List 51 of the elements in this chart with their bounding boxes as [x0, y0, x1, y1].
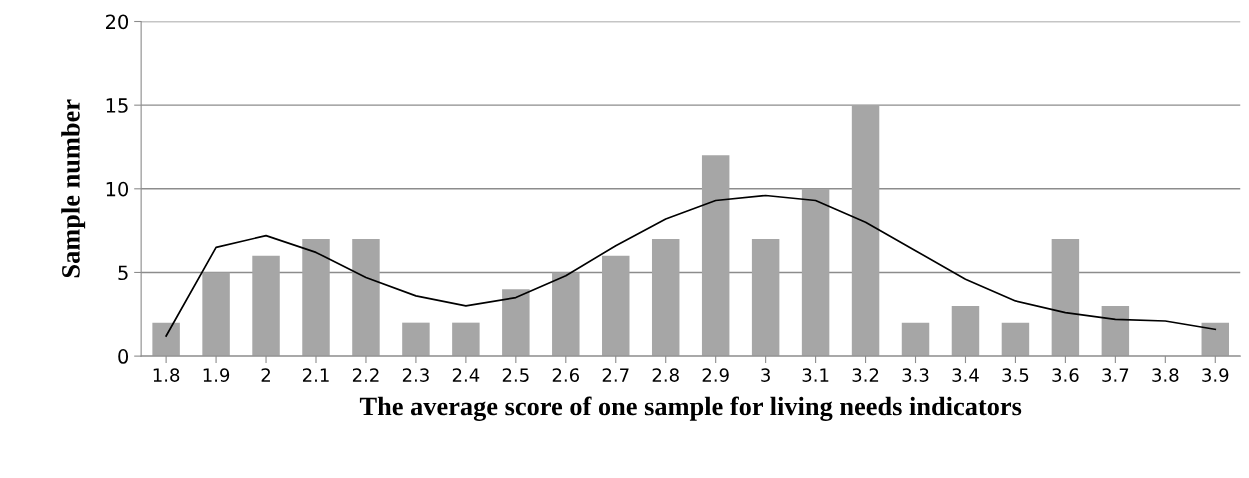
- y-tick-label: 0: [118, 349, 129, 364]
- x-tick-label: 3.1: [802, 368, 829, 382]
- y-axis-title: Sample number: [61, 99, 86, 278]
- x-tick-label: 3.6: [1052, 368, 1079, 382]
- x-tick-label: 2.6: [552, 368, 580, 382]
- y-tick-label: 10: [106, 181, 129, 197]
- bar: [252, 255, 280, 357]
- x-tick-label: 2.2: [352, 368, 379, 382]
- x-tick-label: 3.9: [1202, 368, 1229, 382]
- x-tick-label: 1.8: [153, 368, 180, 382]
- y-tick-label: 20: [106, 14, 129, 30]
- x-tick-label: 2.4: [452, 368, 480, 382]
- bar: [452, 322, 480, 357]
- x-tick-label: 2: [261, 368, 270, 382]
- bar: [352, 239, 380, 357]
- x-tick-label: 1.9: [203, 368, 230, 382]
- x-tick-label: 2.7: [602, 368, 629, 382]
- bar: [602, 255, 630, 357]
- bar: [202, 272, 230, 357]
- bar: [701, 155, 730, 357]
- x-tick-label: 3.3: [902, 368, 929, 382]
- bar: [502, 289, 530, 357]
- x-tick-label: 3.4: [952, 368, 979, 382]
- x-tick-label: 2.9: [702, 368, 729, 382]
- y-tick-label: 5: [118, 265, 128, 281]
- bar: [751, 239, 780, 357]
- bar: [651, 239, 680, 357]
- bar: [1001, 322, 1030, 357]
- bar: [1201, 322, 1230, 357]
- bar: [1101, 305, 1130, 357]
- y-tick-label: 15: [106, 98, 128, 113]
- bar: [302, 239, 330, 357]
- x-tick-label: 3.8: [1152, 368, 1179, 382]
- x-tick-label: 3.2: [852, 368, 879, 382]
- line-series: [165, 194, 1217, 337]
- bar: [1051, 239, 1080, 357]
- x-tick-label: 3.5: [1002, 368, 1029, 382]
- x-tick-label: 2.8: [652, 368, 679, 382]
- x-tick-label: 2.5: [502, 368, 529, 382]
- bar: [801, 188, 830, 357]
- bar: [851, 105, 880, 357]
- x-axis-title: The average score of one sample for living needs indicators: [359, 396, 1022, 421]
- x-tick-label: 2.3: [402, 368, 429, 382]
- x-tick-label: 2.1: [302, 368, 329, 382]
- bar: [402, 322, 430, 357]
- bar: [552, 272, 580, 357]
- x-tick-label: 3.7: [1102, 368, 1129, 382]
- bar: [951, 305, 980, 357]
- bar: [152, 322, 180, 357]
- x-tick-label: 3: [761, 368, 770, 382]
- bar: [901, 322, 930, 357]
